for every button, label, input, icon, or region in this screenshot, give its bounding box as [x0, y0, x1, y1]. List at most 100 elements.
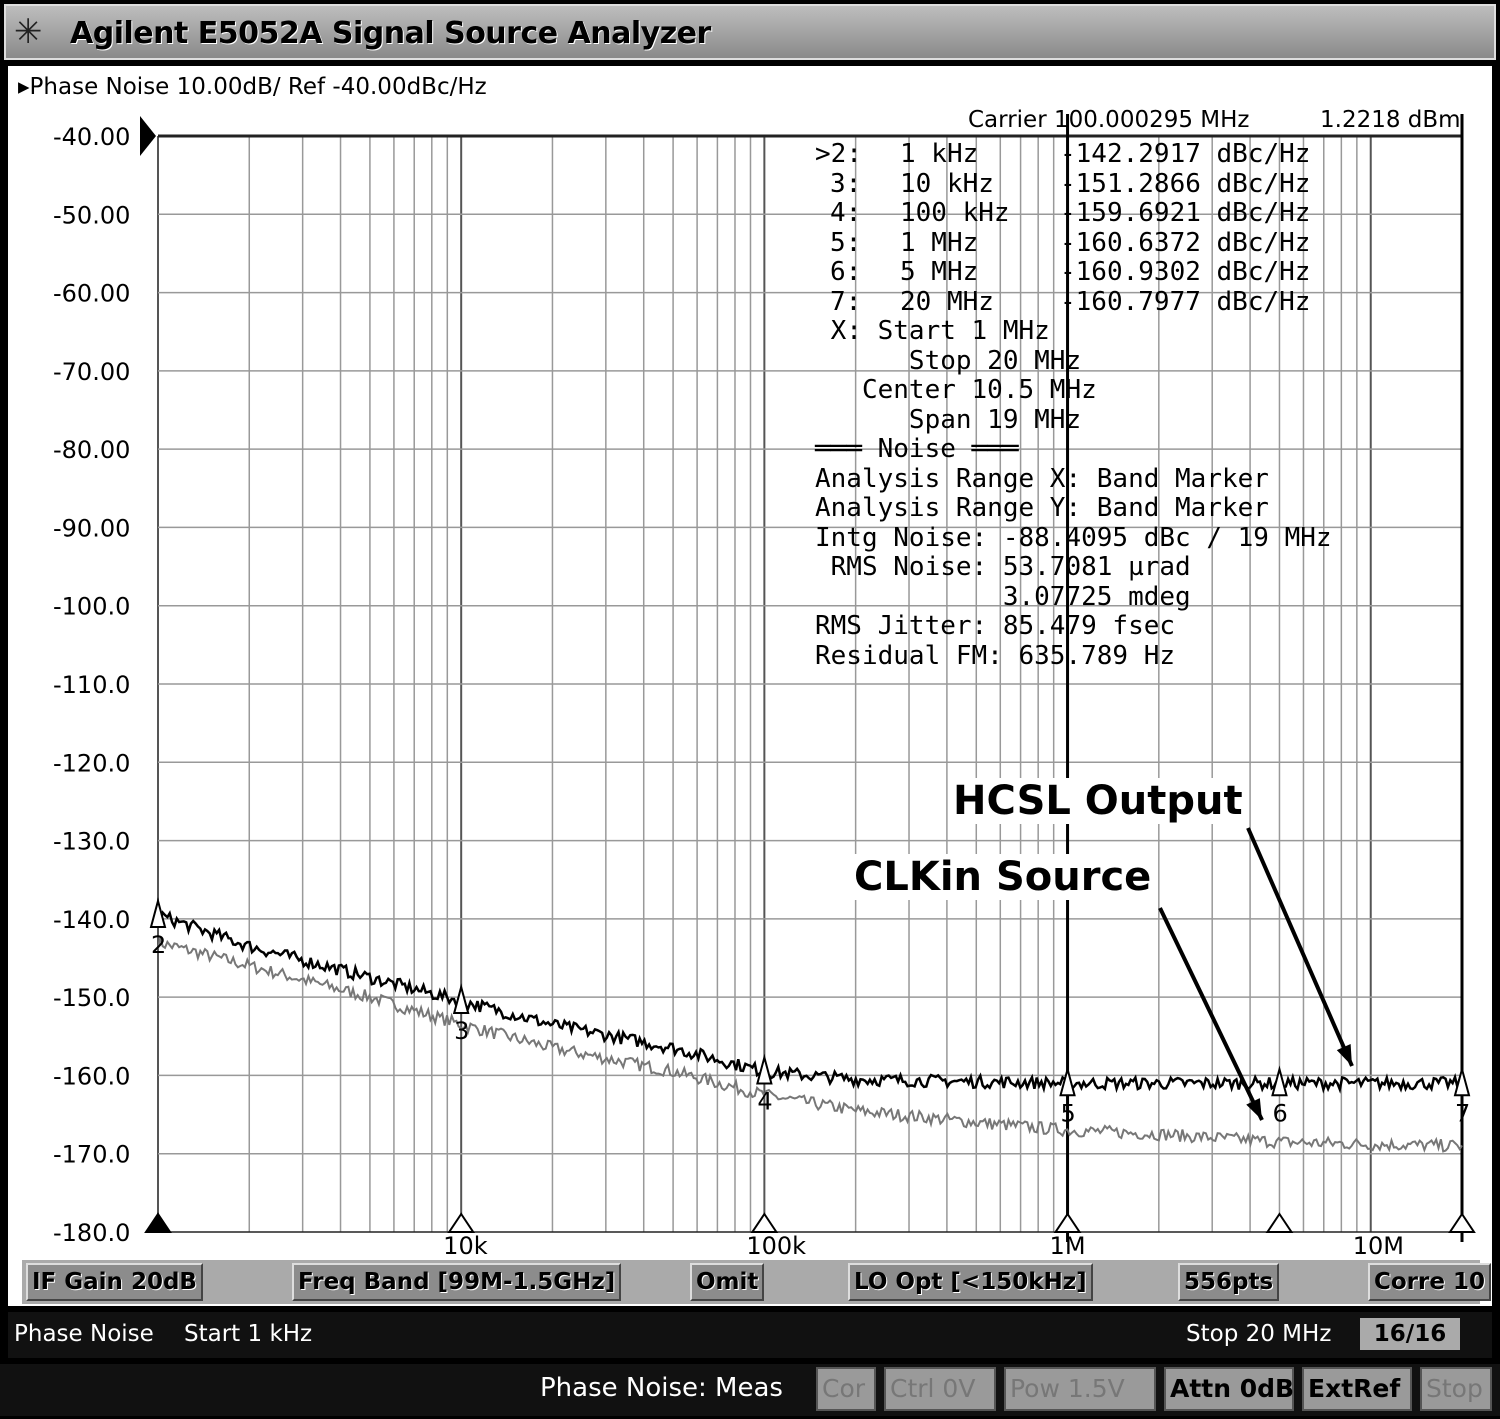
- trace-header[interactable]: ▸Phase Noise 10.00dB/ Ref -40.00dBc/Hz: [18, 74, 487, 100]
- status-button-pow-1.5v[interactable]: Pow 1.5V: [1004, 1367, 1156, 1411]
- softkey-bar: IF Gain 20dB Freq Band [99M-1.5GHz] Omit LO…: [20, 1258, 1491, 1306]
- noise-analysis-line: 3.07725 mdeg: [815, 581, 1191, 612]
- status-button-attn-0db[interactable]: Attn 0dB: [1164, 1367, 1294, 1411]
- y-tick-label: -170.0: [53, 1141, 130, 1169]
- marker-number: 4: [757, 1088, 772, 1116]
- marker-2[interactable]: [149, 897, 167, 928]
- softkey-5[interactable]: Corre 10: [1368, 1263, 1491, 1301]
- window-title: Agilent E5052A Signal Source Analyzer: [70, 16, 711, 51]
- marker-axis-triangle[interactable]: [750, 1212, 779, 1233]
- marker-label[interactable]: >2:: [815, 139, 862, 169]
- marker-frequency: 1 MHz: [900, 227, 979, 258]
- marker-axis-triangle[interactable]: [1265, 1212, 1294, 1233]
- marker-4[interactable]: [756, 1053, 773, 1085]
- marker-value: -159.6921 dBc/Hz: [1060, 198, 1311, 228]
- x-tick-label: 10M: [1353, 1232, 1404, 1256]
- status-button-extref[interactable]: ExtRef: [1302, 1367, 1412, 1411]
- status-button-stop[interactable]: Stop: [1420, 1367, 1492, 1411]
- marker-number: 5: [1061, 1099, 1076, 1127]
- softkey-0[interactable]: IF Gain 20dB: [26, 1263, 203, 1301]
- marker-frequency: 10 kHz: [900, 168, 994, 199]
- noise-analysis-line: ═══ Noise ═══: [815, 434, 1019, 464]
- trace-hcsl-output: [156, 910, 1464, 1094]
- status-start[interactable]: Start 1 kHz: [184, 1321, 313, 1347]
- page-indicator[interactable]: 16/16: [1360, 1318, 1460, 1350]
- reference-level-arrow[interactable]: [140, 116, 156, 156]
- marker-number: 3: [454, 1017, 469, 1045]
- marker-frequency: 20 MHz: [900, 286, 994, 317]
- marker-frequency: 1 kHz: [900, 139, 979, 169]
- band-marker-line: Center 10.5 MHz: [815, 375, 1097, 405]
- arrow-hcsl-head: [1336, 1044, 1352, 1066]
- marker-number: 2: [151, 931, 166, 959]
- marker-number: 6: [1272, 1099, 1287, 1127]
- marker-frequency: 5 MHz: [900, 257, 979, 287]
- annotation-clkin-source: CLKin Source: [851, 854, 1155, 900]
- x-tick-label: 100k: [746, 1232, 806, 1256]
- marker-axis-triangle[interactable]: [447, 1212, 476, 1233]
- marker-value: -142.2917 dBc/Hz: [1060, 139, 1311, 169]
- y-tick-label: -60.00: [53, 280, 130, 308]
- band-marker-line: Span 19 MHz: [815, 404, 1082, 435]
- y-tick-label: -120.0: [53, 749, 130, 777]
- status-row: Phase Noise Start 1 kHz Stop 20 MHz 16/1…: [8, 1312, 1492, 1358]
- marker-value: -160.9302 dBc/Hz: [1060, 257, 1311, 287]
- noise-analysis-line: Analysis Range Y: Band Marker: [815, 493, 1269, 523]
- y-tick-label: -160.0: [53, 1062, 130, 1090]
- y-tick-label: -130.0: [53, 828, 130, 856]
- y-tick-label: -70.00: [53, 358, 130, 386]
- arrow-hcsl: [1246, 827, 1354, 1067]
- marker-label[interactable]: 4:: [830, 198, 862, 228]
- marker-axis-triangle[interactable]: [1448, 1212, 1476, 1233]
- softkey-2[interactable]: Omit: [690, 1263, 765, 1301]
- carrier-frequency: Carrier 100.000295 MHz: [968, 107, 1250, 133]
- noise-analysis-line: Residual FM: 635.789 Hz: [815, 640, 1176, 671]
- y-tick-label: -140.0: [53, 906, 130, 934]
- y-tick-label: -50.00: [53, 201, 130, 229]
- marker-frequency: 100 kHz: [900, 198, 1010, 228]
- softkey-4[interactable]: 556pts: [1178, 1263, 1280, 1301]
- marker-number: 7: [1455, 1099, 1470, 1127]
- phase-noise-chart[interactable]: -40.00 -50.00 -60.00 -70.00 -80.00 -90.00 -100…: [8, 66, 1492, 1256]
- noise-analysis-line: RMS Jitter: 85.479 fsec: [815, 611, 1176, 641]
- y-tick-label: -90.00: [53, 514, 130, 542]
- band-marker-line: X: Start 1 MHz: [815, 316, 1050, 346]
- noise-analysis-line: Intg Noise: -88.4095 dBc / 19 MHz: [815, 522, 1332, 553]
- marker-axis-triangle[interactable]: [1053, 1212, 1082, 1233]
- carrier-power: 1.2218 dBm: [1320, 107, 1461, 133]
- status-mode: Phase Noise: [14, 1321, 154, 1347]
- marker-label[interactable]: 3:: [830, 168, 862, 199]
- marker-label[interactable]: 7:: [830, 286, 862, 317]
- marker-label[interactable]: 5:: [830, 227, 862, 258]
- marker-value: -160.6372 dBc/Hz: [1060, 227, 1311, 258]
- marker-value: -160.7977 dBc/Hz: [1060, 286, 1311, 317]
- noise-analysis-line: Analysis Range X: Band Marker: [815, 463, 1269, 494]
- y-tick-label: -110.0: [53, 671, 130, 699]
- status-stop[interactable]: Stop 20 MHz: [1186, 1321, 1332, 1347]
- bottom-status-bar: Phase Noise: Meas Cor Ctrl 0V Pow 1.5V Attn…: [0, 1364, 1500, 1416]
- measurement-status: Phase Noise: Meas: [540, 1373, 783, 1403]
- marker-value: -151.2866 dBc/Hz: [1060, 168, 1311, 199]
- band-marker-line: Stop 20 MHz: [815, 345, 1082, 376]
- y-tick-label: -40.00: [53, 123, 130, 151]
- marker-7[interactable]: [1453, 1065, 1471, 1097]
- annotation-hcsl-output: HCSL Output: [950, 778, 1246, 824]
- marker-5[interactable]: [1059, 1065, 1076, 1097]
- x-tick-label: 10k: [443, 1232, 488, 1256]
- measurement-panel: -40.00 -50.00 -60.00 -70.00 -80.00 -90.00 -100…: [8, 66, 1492, 1306]
- y-tick-label: -180.0: [53, 1219, 130, 1247]
- arrow-clkin: [1158, 907, 1264, 1121]
- y-tick-label: -150.0: [53, 984, 130, 1012]
- marker-3[interactable]: [452, 983, 470, 1015]
- noise-analysis-line: RMS Noise: 53.7081 µrad: [815, 552, 1191, 582]
- y-tick-label: -100.0: [53, 593, 130, 621]
- softkey-3[interactable]: LO Opt [<150kHz]: [848, 1263, 1093, 1301]
- y-tick-label: -80.00: [53, 436, 130, 464]
- softkey-1[interactable]: Freq Band [99M-1.5GHz]: [292, 1263, 622, 1301]
- status-button-cor[interactable]: Cor: [816, 1367, 876, 1411]
- marker-axis-triangle[interactable]: [144, 1212, 172, 1233]
- marker-label[interactable]: 6:: [830, 257, 862, 287]
- status-button-ctrl-0v[interactable]: Ctrl 0V: [884, 1367, 996, 1411]
- marker-6[interactable]: [1271, 1065, 1288, 1097]
- title-bar: ✳ Agilent E5052A Signal Source Analyzer: [4, 4, 1496, 60]
